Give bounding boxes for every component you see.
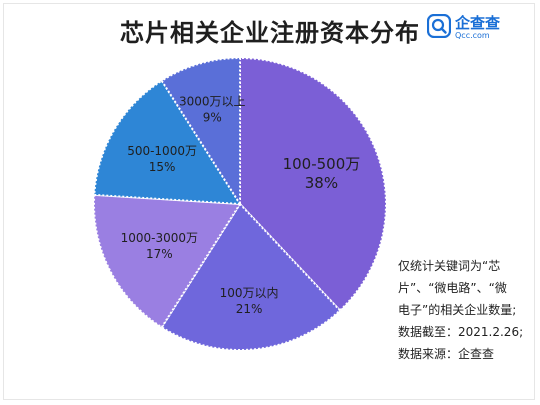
pie-slice [160, 56, 241, 208]
qcc-logo-icon [427, 14, 451, 38]
qcc-logo: 企查查 Qcc.com [427, 12, 517, 44]
slice-percent-label: 17% [146, 247, 173, 261]
slice-label: 500-1000万 [127, 144, 197, 158]
slice-label: 100-500万 [283, 155, 361, 173]
pie-slice [93, 193, 242, 329]
chart-frame [3, 3, 535, 400]
note-line: 数据来源：企查查 [398, 347, 495, 361]
pie-slice [93, 79, 242, 206]
pie-slice [239, 56, 387, 312]
logo-name-en: Qcc.com [455, 31, 490, 40]
note-line: 电子”的相关企业数量; [398, 303, 517, 317]
slice-percent-label: 9% [203, 111, 222, 125]
slice-percent-label: 38% [305, 174, 338, 192]
note-line: 仅统计关键词为“芯 [398, 259, 501, 273]
slice-percent-label: 15% [149, 160, 176, 174]
note-line: 片”、“微电路”、“微 [398, 281, 507, 295]
logo-name-cn: 企查查 [455, 14, 501, 32]
slice-label: 1000-3000万 [121, 231, 198, 245]
chart-title: 芯片相关企业注册资本分布 [120, 19, 420, 47]
slice-percent-label: 21% [236, 302, 263, 316]
slice-label: 3000万以上 [179, 95, 246, 109]
chart-note: 仅统计关键词为“芯 片”、“微电路”、“微 电子”的相关企业数量; 数据截至：2… [398, 255, 528, 365]
note-line: 数据截至：2021.2.26; [398, 325, 524, 339]
slice-label: 100万以内 [220, 286, 279, 300]
pie-slice [160, 202, 342, 351]
